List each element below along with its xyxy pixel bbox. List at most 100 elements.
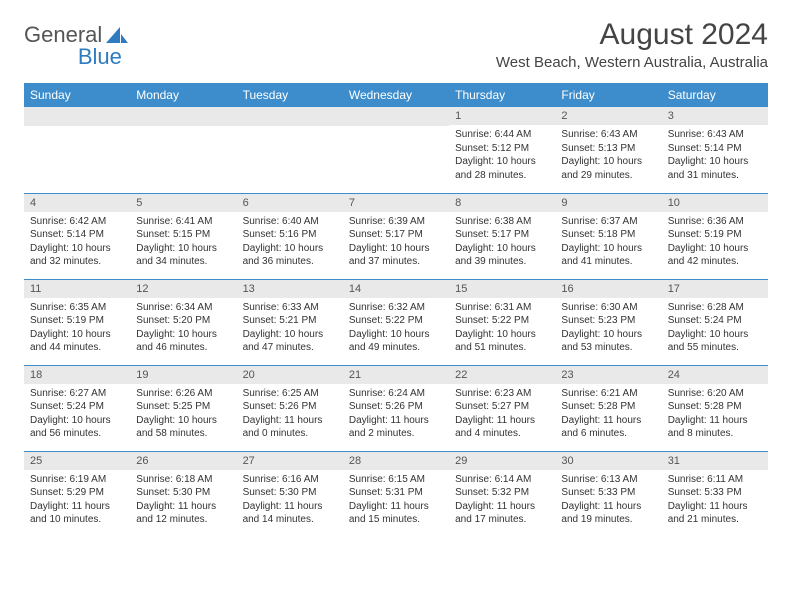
day-info: Sunrise: 6:14 AMSunset: 5:32 PMDaylight:… [449, 470, 555, 531]
day-number: 31 [662, 452, 768, 470]
day-number: 10 [662, 194, 768, 212]
calendar-cell: 15Sunrise: 6:31 AMSunset: 5:22 PMDayligh… [449, 279, 555, 365]
calendar-cell: 7Sunrise: 6:39 AMSunset: 5:17 PMDaylight… [343, 193, 449, 279]
day-info: Sunrise: 6:42 AMSunset: 5:14 PMDaylight:… [24, 212, 130, 273]
day-info: Sunrise: 6:37 AMSunset: 5:18 PMDaylight:… [555, 212, 661, 273]
day-info: Sunrise: 6:39 AMSunset: 5:17 PMDaylight:… [343, 212, 449, 273]
calendar-cell: 3Sunrise: 6:43 AMSunset: 5:14 PMDaylight… [662, 107, 768, 193]
day-number: 2 [555, 107, 661, 125]
calendar-row: 11Sunrise: 6:35 AMSunset: 5:19 PMDayligh… [24, 279, 768, 365]
day-number: 26 [130, 452, 236, 470]
calendar-cell: 30Sunrise: 6:13 AMSunset: 5:33 PMDayligh… [555, 451, 661, 537]
calendar-cell: 24Sunrise: 6:20 AMSunset: 5:28 PMDayligh… [662, 365, 768, 451]
day-info: Sunrise: 6:27 AMSunset: 5:24 PMDaylight:… [24, 384, 130, 445]
day-number: 19 [130, 366, 236, 384]
day-info: Sunrise: 6:38 AMSunset: 5:17 PMDaylight:… [449, 212, 555, 273]
calendar-cell: 2Sunrise: 6:43 AMSunset: 5:13 PMDaylight… [555, 107, 661, 193]
calendar-cell: 16Sunrise: 6:30 AMSunset: 5:23 PMDayligh… [555, 279, 661, 365]
day-number: 9 [555, 194, 661, 212]
day-number: 18 [24, 366, 130, 384]
day-info: Sunrise: 6:30 AMSunset: 5:23 PMDaylight:… [555, 298, 661, 359]
day-info: Sunrise: 6:35 AMSunset: 5:19 PMDaylight:… [24, 298, 130, 359]
day-header: Friday [555, 83, 661, 107]
day-info: Sunrise: 6:40 AMSunset: 5:16 PMDaylight:… [237, 212, 343, 273]
calendar-cell: 23Sunrise: 6:21 AMSunset: 5:28 PMDayligh… [555, 365, 661, 451]
location-subtitle: West Beach, Western Australia, Australia [496, 54, 768, 71]
day-info: Sunrise: 6:28 AMSunset: 5:24 PMDaylight:… [662, 298, 768, 359]
calendar-row: 4Sunrise: 6:42 AMSunset: 5:14 PMDaylight… [24, 193, 768, 279]
day-info: Sunrise: 6:15 AMSunset: 5:31 PMDaylight:… [343, 470, 449, 531]
calendar-cell: 6Sunrise: 6:40 AMSunset: 5:16 PMDaylight… [237, 193, 343, 279]
day-info: Sunrise: 6:13 AMSunset: 5:33 PMDaylight:… [555, 470, 661, 531]
day-info: Sunrise: 6:21 AMSunset: 5:28 PMDaylight:… [555, 384, 661, 445]
title-area: August 2024 West Beach, Western Australi… [496, 18, 768, 71]
day-info: Sunrise: 6:19 AMSunset: 5:29 PMDaylight:… [24, 470, 130, 531]
calendar-cell: 26Sunrise: 6:18 AMSunset: 5:30 PMDayligh… [130, 451, 236, 537]
day-number: 30 [555, 452, 661, 470]
day-number: 13 [237, 280, 343, 298]
day-header: Monday [130, 83, 236, 107]
calendar-cell: 31Sunrise: 6:11 AMSunset: 5:33 PMDayligh… [662, 451, 768, 537]
day-header: Sunday [24, 83, 130, 107]
day-number: 8 [449, 194, 555, 212]
day-number: 16 [555, 280, 661, 298]
day-number: 11 [24, 280, 130, 298]
day-info: Sunrise: 6:23 AMSunset: 5:27 PMDaylight:… [449, 384, 555, 445]
day-number: 12 [130, 280, 236, 298]
calendar-cell: 28Sunrise: 6:15 AMSunset: 5:31 PMDayligh… [343, 451, 449, 537]
calendar-cell: 13Sunrise: 6:33 AMSunset: 5:21 PMDayligh… [237, 279, 343, 365]
day-number: 27 [237, 452, 343, 470]
day-info: Sunrise: 6:31 AMSunset: 5:22 PMDaylight:… [449, 298, 555, 359]
calendar-cell: 5Sunrise: 6:41 AMSunset: 5:15 PMDaylight… [130, 193, 236, 279]
day-number: 7 [343, 194, 449, 212]
day-info: Sunrise: 6:34 AMSunset: 5:20 PMDaylight:… [130, 298, 236, 359]
calendar-cell: 27Sunrise: 6:16 AMSunset: 5:30 PMDayligh… [237, 451, 343, 537]
day-info: Sunrise: 6:43 AMSunset: 5:14 PMDaylight:… [662, 125, 768, 186]
day-info: Sunrise: 6:20 AMSunset: 5:28 PMDaylight:… [662, 384, 768, 445]
calendar-cell: 9Sunrise: 6:37 AMSunset: 5:18 PMDaylight… [555, 193, 661, 279]
day-info: Sunrise: 6:32 AMSunset: 5:22 PMDaylight:… [343, 298, 449, 359]
calendar-cell [24, 107, 130, 193]
day-header: Tuesday [237, 83, 343, 107]
day-info: Sunrise: 6:18 AMSunset: 5:30 PMDaylight:… [130, 470, 236, 531]
day-number: 29 [449, 452, 555, 470]
calendar-head: SundayMondayTuesdayWednesdayThursdayFrid… [24, 83, 768, 107]
calendar-cell: 8Sunrise: 6:38 AMSunset: 5:17 PMDaylight… [449, 193, 555, 279]
day-info: Sunrise: 6:36 AMSunset: 5:19 PMDaylight:… [662, 212, 768, 273]
calendar-cell: 4Sunrise: 6:42 AMSunset: 5:14 PMDaylight… [24, 193, 130, 279]
day-number: 14 [343, 280, 449, 298]
calendar-cell: 20Sunrise: 6:25 AMSunset: 5:26 PMDayligh… [237, 365, 343, 451]
empty-day [130, 107, 236, 126]
day-header: Saturday [662, 83, 768, 107]
day-header: Wednesday [343, 83, 449, 107]
day-info: Sunrise: 6:16 AMSunset: 5:30 PMDaylight:… [237, 470, 343, 531]
day-number: 25 [24, 452, 130, 470]
empty-day [343, 107, 449, 126]
day-info: Sunrise: 6:33 AMSunset: 5:21 PMDaylight:… [237, 298, 343, 359]
day-number: 28 [343, 452, 449, 470]
month-title: August 2024 [496, 18, 768, 52]
day-info: Sunrise: 6:25 AMSunset: 5:26 PMDaylight:… [237, 384, 343, 445]
day-number: 3 [662, 107, 768, 125]
day-info: Sunrise: 6:11 AMSunset: 5:33 PMDaylight:… [662, 470, 768, 531]
calendar-cell: 1Sunrise: 6:44 AMSunset: 5:12 PMDaylight… [449, 107, 555, 193]
day-number: 24 [662, 366, 768, 384]
calendar-row: 25Sunrise: 6:19 AMSunset: 5:29 PMDayligh… [24, 451, 768, 537]
day-number: 17 [662, 280, 768, 298]
calendar-cell: 29Sunrise: 6:14 AMSunset: 5:32 PMDayligh… [449, 451, 555, 537]
day-number: 20 [237, 366, 343, 384]
calendar-row: 18Sunrise: 6:27 AMSunset: 5:24 PMDayligh… [24, 365, 768, 451]
day-info: Sunrise: 6:41 AMSunset: 5:15 PMDaylight:… [130, 212, 236, 273]
calendar-cell: 21Sunrise: 6:24 AMSunset: 5:26 PMDayligh… [343, 365, 449, 451]
day-info: Sunrise: 6:44 AMSunset: 5:12 PMDaylight:… [449, 125, 555, 186]
day-header: Thursday [449, 83, 555, 107]
day-number: 23 [555, 366, 661, 384]
logo-text-blue: Blue [78, 44, 122, 70]
calendar-cell: 10Sunrise: 6:36 AMSunset: 5:19 PMDayligh… [662, 193, 768, 279]
header: General August 2024 West Beach, Western … [24, 18, 768, 71]
calendar-cell [343, 107, 449, 193]
calendar-cell: 14Sunrise: 6:32 AMSunset: 5:22 PMDayligh… [343, 279, 449, 365]
day-number: 1 [449, 107, 555, 125]
day-number: 6 [237, 194, 343, 212]
empty-day [24, 107, 130, 126]
